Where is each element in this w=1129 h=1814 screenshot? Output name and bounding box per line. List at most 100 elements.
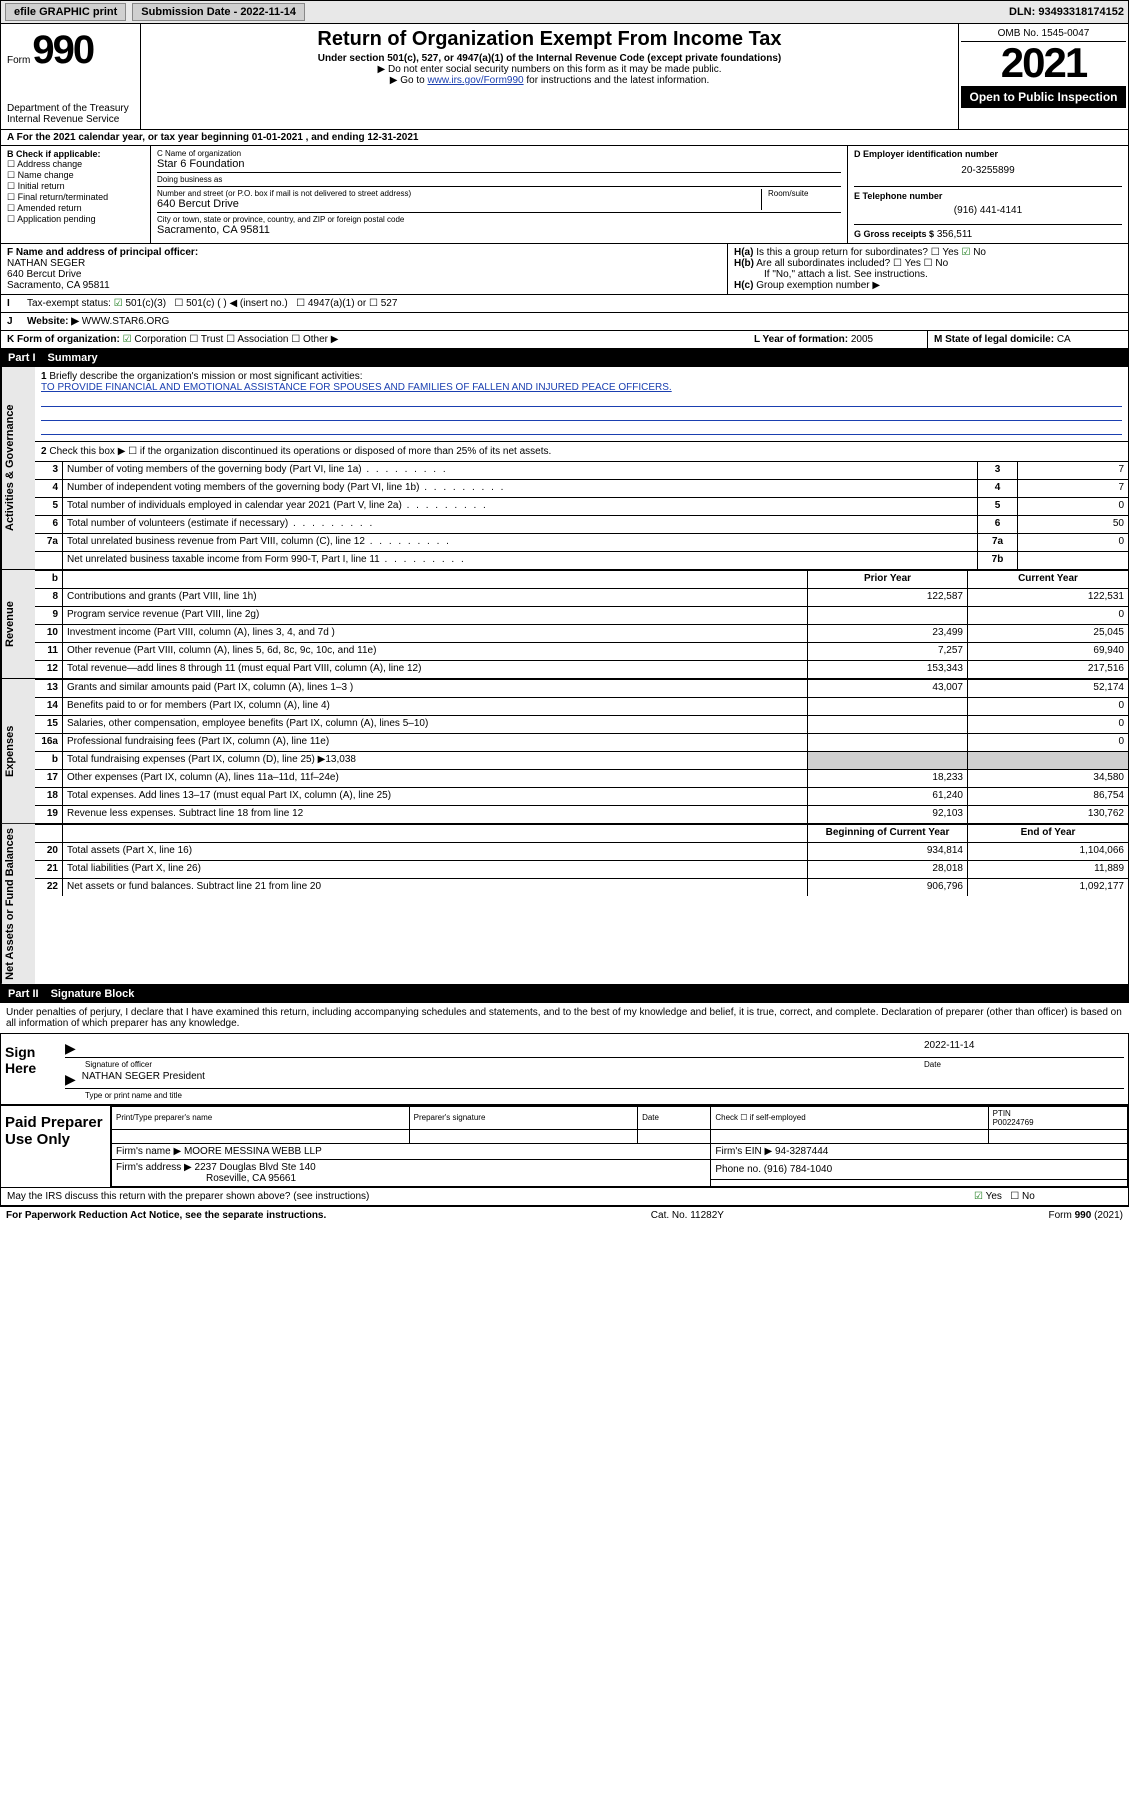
gov-line-4: 4Number of independent voting members of… — [35, 479, 1128, 497]
firm-phone-label: Phone no. — [715, 1164, 761, 1175]
check-address-change[interactable]: Address change — [7, 159, 144, 170]
officer-street: 640 Bercut Drive — [7, 269, 721, 280]
line-a: A For the 2021 calendar year, or tax yea… — [0, 130, 1129, 146]
hdr-b: b — [35, 571, 63, 588]
net-header-row: Beginning of Current Year End of Year — [35, 824, 1128, 842]
gross-receipts-value: 356,511 — [937, 229, 972, 240]
tax-year: 2021 — [961, 42, 1126, 84]
goto-post: for instructions and the latest informat… — [524, 75, 710, 86]
block-fh: F Name and address of principal officer:… — [0, 244, 1129, 295]
signer-name: NATHAN SEGER President — [82, 1071, 205, 1088]
ein-label: D Employer identification number — [854, 149, 1122, 159]
footer-right: Form 990 (2021) — [1049, 1210, 1123, 1221]
gov-line-6: 6Total number of volunteers (estimate if… — [35, 515, 1128, 533]
signer-name-caption: Type or print name and title — [65, 1091, 1124, 1100]
line-19: 19Revenue less expenses. Subtract line 1… — [35, 805, 1128, 823]
submission-date-btn[interactable]: Submission Date - 2022-11-14 — [132, 3, 305, 21]
line2-num: 2 — [41, 446, 47, 457]
side-governance: Activities & Governance — [1, 367, 35, 569]
check-amended-return[interactable]: Amended return — [7, 203, 144, 214]
part2-label: Part II — [8, 988, 39, 1000]
firm-addr1: 2237 Douglas Blvd Ste 140 — [195, 1162, 316, 1173]
box-c: C Name of organization Star 6 Foundation… — [151, 146, 848, 243]
opt-501c[interactable]: 501(c) ( ) ◀ (insert no.) — [174, 298, 287, 309]
hc-text: Group exemption number ▶ — [756, 280, 880, 291]
side-expenses: Expenses — [1, 679, 35, 823]
efile-btn[interactable]: efile GRAPHIC print — [5, 3, 126, 21]
line-13: 13Grants and similar amounts paid (Part … — [35, 679, 1128, 697]
line-15: 15Salaries, other compensation, employee… — [35, 715, 1128, 733]
discuss-yes[interactable]: Yes — [974, 1191, 1002, 1202]
line-21: 21Total liabilities (Part X, line 26)28,… — [35, 860, 1128, 878]
firm-ein-label: Firm's EIN ▶ — [715, 1146, 772, 1157]
part2-title: Signature Block — [51, 988, 135, 1000]
ha-yes[interactable]: Yes — [931, 247, 959, 258]
box-h: H(a) Is this a group return for subordin… — [728, 244, 1128, 294]
box-deg: D Employer identification number 20-3255… — [848, 146, 1128, 243]
penalties-text: Under penalties of perjury, I declare th… — [0, 1003, 1129, 1033]
prep-date-hdr: Date — [638, 1106, 711, 1129]
part2-header: Part II Signature Block — [0, 985, 1129, 1003]
gov-line-7a: 7aTotal unrelated business revenue from … — [35, 533, 1128, 551]
firm-name: MOORE MESSINA WEBB LLP — [184, 1146, 322, 1157]
form-title: Return of Organization Exempt From Incom… — [149, 28, 950, 51]
block-bcdeg: B Check if applicable: Address change Na… — [0, 146, 1129, 244]
firm-addr-label: Firm's address ▶ — [116, 1162, 192, 1173]
k-other[interactable]: Other ▶ — [291, 334, 338, 345]
hb-no[interactable]: No — [924, 258, 949, 269]
check-initial-return[interactable]: Initial return — [7, 181, 144, 192]
discuss-no[interactable]: No — [1010, 1191, 1035, 1202]
street-value: 640 Bercut Drive — [157, 198, 761, 210]
city-label: City or town, state or province, country… — [157, 215, 841, 224]
org-name-label: C Name of organization — [157, 149, 841, 158]
discuss-text: May the IRS discuss this return with the… — [7, 1191, 369, 1202]
end-year-hdr: End of Year — [968, 825, 1128, 842]
goto-pre: Go to — [400, 75, 427, 86]
line-16a: 16aProfessional fundraising fees (Part I… — [35, 733, 1128, 751]
paid-preparer-label: Paid Preparer Use Only — [1, 1106, 111, 1187]
phone-label: E Telephone number — [854, 191, 1122, 201]
hb-yes[interactable]: Yes — [893, 258, 921, 269]
opt-501c3[interactable]: 501(c)(3) — [114, 298, 166, 309]
line-9: 9Program service revenue (Part VIII, lin… — [35, 606, 1128, 624]
irs-label: Internal Revenue Service — [7, 114, 134, 125]
check-final-return[interactable]: Final return/terminated — [7, 192, 144, 203]
hb-note: If "No," attach a list. See instructions… — [734, 269, 1122, 280]
note-goto: Go to www.irs.gov/Form990 for instructio… — [390, 75, 710, 86]
check-name-change[interactable]: Name change — [7, 170, 144, 181]
firm-addr2: Roseville, CA 95661 — [116, 1173, 296, 1184]
k-corporation[interactable]: Corporation — [123, 334, 187, 345]
footer-mid: Cat. No. 11282Y — [651, 1210, 724, 1221]
side-revenue: Revenue — [1, 570, 35, 678]
form-word: Form — [7, 55, 30, 66]
preparer-table: Print/Type preparer's name Preparer's si… — [111, 1106, 1128, 1187]
k-association[interactable]: Association — [226, 334, 288, 345]
sign-date: 2022-11-14 — [924, 1040, 1124, 1057]
form-number-block: Form 990 — [7, 28, 134, 73]
line16b-num: b — [35, 752, 63, 769]
ein-value: 20-3255899 — [854, 159, 1122, 182]
part1-label: Part I — [8, 352, 36, 364]
k-trust[interactable]: Trust — [189, 334, 223, 345]
opt-4947[interactable]: 4947(a)(1) or — [296, 298, 366, 309]
line-12: 12Total revenue—add lines 8 through 11 (… — [35, 660, 1128, 678]
ha-no[interactable]: No — [961, 247, 986, 258]
box-b: B Check if applicable: Address change Na… — [1, 146, 151, 243]
block-i: I Tax-exempt status: 501(c)(3) 501(c) ( … — [0, 295, 1129, 313]
dba-label: Doing business as — [157, 175, 841, 184]
dept-treasury: Department of the Treasury — [7, 103, 134, 114]
officer-name: NATHAN SEGER — [7, 258, 721, 269]
beginning-year-hdr: Beginning of Current Year — [808, 825, 968, 842]
form990-link[interactable]: www.irs.gov/Form990 — [427, 75, 523, 86]
line2-desc: Check this box ▶ ☐ if the organization d… — [49, 446, 551, 457]
room-label: Room/suite — [768, 189, 841, 198]
line-10: 10Investment income (Part VIII, column (… — [35, 624, 1128, 642]
line-14: 14Benefits paid to or for members (Part … — [35, 697, 1128, 715]
block-j: J Website: ▶ WWW.STAR6.ORG — [0, 313, 1129, 331]
check-application-pending[interactable]: Application pending — [7, 214, 144, 225]
box-m-value: CA — [1057, 334, 1071, 345]
expenses-section: Expenses 13Grants and similar amounts pa… — [0, 679, 1129, 824]
prep-name-hdr: Print/Type preparer's name — [112, 1106, 410, 1129]
org-name: Star 6 Foundation — [157, 158, 841, 170]
opt-527[interactable]: 527 — [369, 298, 397, 309]
